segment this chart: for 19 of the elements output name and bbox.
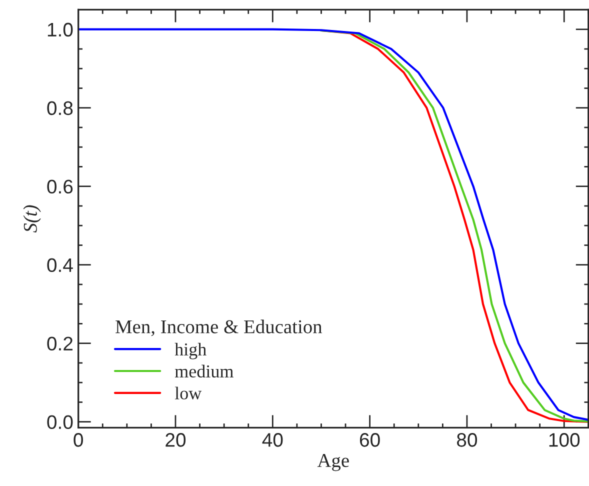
y-axis-title: S(t) (23, 205, 41, 233)
line-series (78, 28, 588, 421)
legend-label: low (174, 386, 202, 400)
legend-label: medium (174, 364, 234, 378)
legend-label: high (174, 342, 206, 360)
y-tick-label: 0.2 (47, 336, 72, 351)
y-tick-label: 1.0 (48, 22, 73, 37)
legend-title: Men, Income & Education (116, 320, 322, 336)
x-tick-label: 80 (456, 433, 478, 447)
x-tick-label: 20 (166, 433, 186, 447)
x-tick-label: 100 (549, 433, 580, 447)
x-tick-label: 40 (262, 433, 283, 447)
y-tick-label: 0.0 (47, 415, 73, 430)
y-tick-label: 0.6 (47, 180, 73, 194)
y-tick-label: 0.4 (47, 258, 73, 272)
x-tick-label: 60 (360, 433, 380, 447)
x-tick-label: 0 (74, 433, 83, 447)
y-tick-label: 0.8 (47, 101, 73, 116)
x-axis-title: Age (317, 454, 349, 472)
